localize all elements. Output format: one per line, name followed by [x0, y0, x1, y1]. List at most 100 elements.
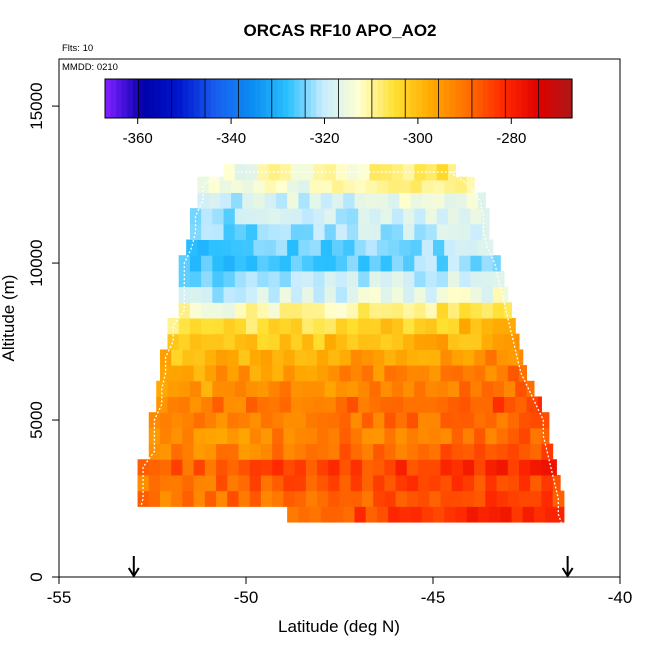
- curtain-cell: [339, 349, 352, 366]
- curtain-cell: [204, 474, 217, 492]
- curtain-cell: [212, 380, 225, 397]
- curtain-cell: [436, 223, 449, 241]
- curtain-cell: [238, 412, 251, 429]
- colorbar-swatch: [449, 79, 456, 118]
- curtain-cell: [403, 270, 415, 288]
- curtain-cell: [343, 506, 355, 523]
- curtain-cell: [189, 208, 202, 225]
- curtain-cell: [365, 506, 378, 523]
- curtain-cell: [354, 506, 367, 523]
- curtain-cell: [369, 333, 382, 350]
- curtain-cell: [384, 365, 397, 382]
- curtain-cell: [238, 474, 251, 492]
- curtain-cell: [227, 427, 240, 445]
- colorbar-swatch: [182, 79, 189, 118]
- curtain-cell: [268, 396, 281, 413]
- curtain-cell: [317, 459, 329, 476]
- curtain-cell: [332, 506, 344, 523]
- curtain-cell: [444, 506, 456, 523]
- curtain-cell: [358, 333, 370, 350]
- curtain-cell: [231, 192, 243, 209]
- curtain-cell: [365, 239, 378, 256]
- date-label: MMDD: 0210: [62, 62, 118, 73]
- curtain-cell: [227, 474, 240, 492]
- y-tick-label: 0: [27, 572, 46, 581]
- curtain-cell: [361, 443, 374, 460]
- curtain-cell: [436, 333, 449, 350]
- x-tick-label: -45: [421, 588, 446, 607]
- curtain-cell: [447, 333, 460, 350]
- curtain-cell: [496, 365, 509, 382]
- curtain-cell: [242, 176, 254, 193]
- curtain-cell: [290, 208, 303, 225]
- curtain-cell: [189, 286, 202, 303]
- curtain-cell: [466, 506, 479, 523]
- curtain-cell: [373, 349, 385, 366]
- curtain-cell: [305, 490, 318, 507]
- curtain-cell: [507, 474, 520, 492]
- curtain-cell: [462, 412, 475, 429]
- curtain-cell: [242, 239, 254, 256]
- curtain-cell: [216, 412, 228, 429]
- curtain-cell: [414, 380, 427, 397]
- curtain-cell: [462, 443, 475, 460]
- curtain-cell: [171, 490, 183, 507]
- curtain-cell: [369, 380, 382, 397]
- curtain-cell: [346, 286, 359, 303]
- curtain-cell: [474, 443, 486, 460]
- curtain-cell: [223, 223, 236, 241]
- curtain-cell: [302, 380, 314, 397]
- curtain-cell: [279, 255, 292, 272]
- curtain-cell: [358, 223, 370, 241]
- curtain-cell: [504, 318, 516, 335]
- curtain-cell: [466, 192, 479, 209]
- curtain-cell: [238, 490, 251, 507]
- colorbar-swatch: [155, 79, 162, 118]
- curtain-cell: [246, 396, 258, 413]
- curtain-cell: [507, 443, 520, 460]
- curtain-cell: [272, 443, 284, 460]
- colorbar-swatch: [427, 79, 434, 118]
- curtain-cell: [418, 427, 430, 445]
- curtain-cell: [462, 349, 475, 366]
- curtain-cell: [444, 176, 456, 193]
- curtain-cell: [451, 474, 464, 492]
- colorbar-swatch: [410, 79, 417, 118]
- curtain-cell: [283, 443, 296, 460]
- curtain-cell: [167, 396, 180, 413]
- curtain-cell: [425, 318, 438, 335]
- curtain-cell: [526, 380, 535, 397]
- curtain-cell: [436, 255, 449, 272]
- curtain-cell: [223, 318, 236, 335]
- curtain-cell: [358, 380, 370, 397]
- curtain-cell: [309, 176, 322, 193]
- curtain-cell: [193, 459, 206, 476]
- curtain-cell: [492, 286, 505, 303]
- curtain-cell: [313, 270, 326, 288]
- colorbar-swatch: [243, 79, 251, 118]
- curtain-cell: [343, 176, 355, 193]
- curtain-cell: [429, 474, 441, 492]
- colorbar-swatch: [377, 79, 384, 118]
- curtain-cell: [410, 192, 423, 209]
- curtain-cell: [369, 286, 382, 303]
- colorbar-swatch: [533, 79, 540, 118]
- curtain-cell: [436, 380, 449, 397]
- curtain-cell: [231, 176, 243, 193]
- curtain-cell: [470, 255, 483, 272]
- curtain-cell: [246, 380, 258, 397]
- curtain-cell: [317, 412, 329, 429]
- curtain-cell: [361, 459, 374, 476]
- curtain-cell: [193, 427, 206, 445]
- curtain-cell: [391, 302, 404, 319]
- curtain-cell: [481, 302, 494, 319]
- colorbar-swatch: [494, 79, 501, 118]
- curtain-cell: [474, 365, 486, 382]
- curtain-cell: [444, 192, 456, 209]
- curtain-cell: [429, 459, 441, 476]
- curtain-cell: [260, 459, 273, 476]
- curtain-cell: [455, 176, 468, 193]
- colorbar-swatch: [199, 79, 206, 118]
- curtain-cell: [335, 396, 348, 413]
- curtain-cell: [470, 270, 483, 288]
